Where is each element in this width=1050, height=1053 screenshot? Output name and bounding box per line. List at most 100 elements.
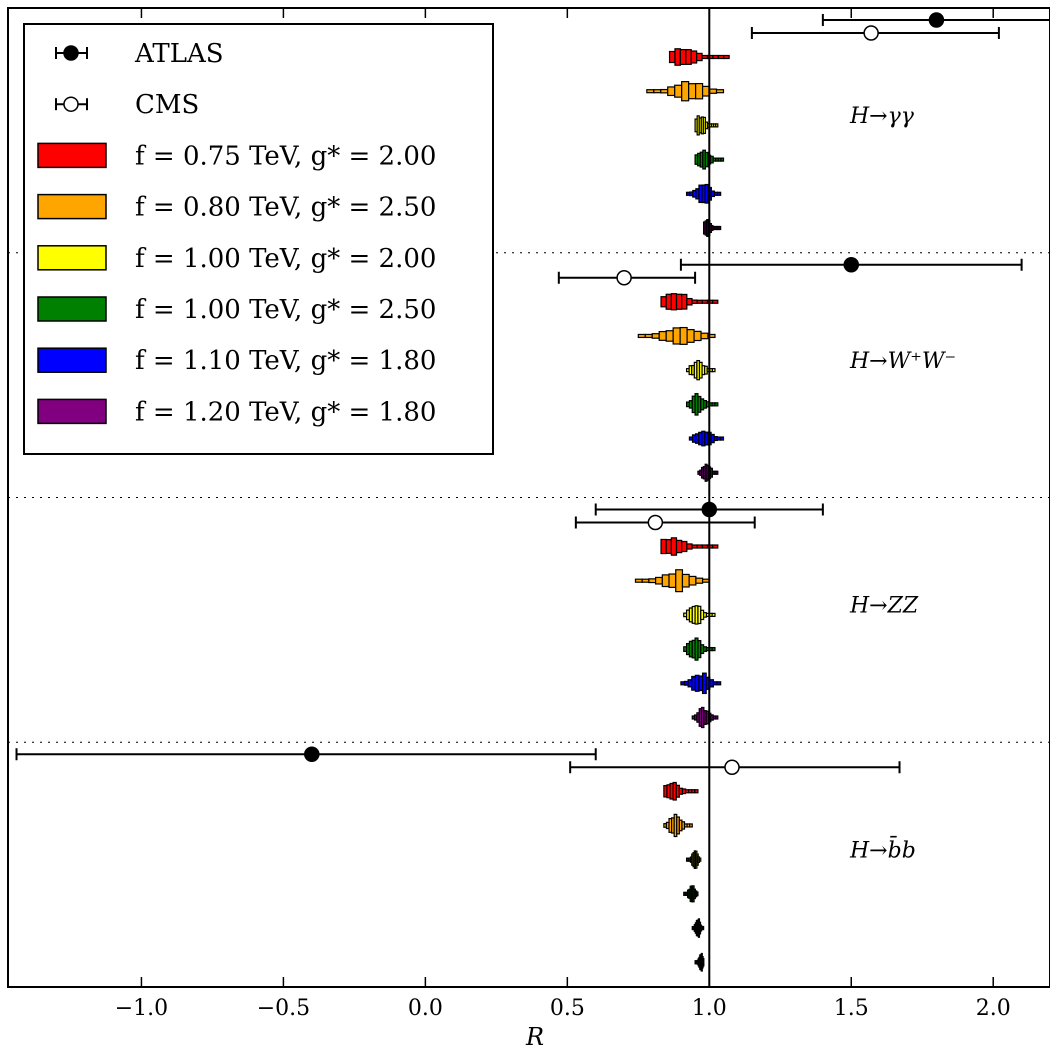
distribution-bin — [695, 577, 704, 584]
distribution-bin — [689, 823, 693, 828]
x-axis-label: R — [525, 1023, 544, 1051]
distribution-bin — [670, 293, 678, 311]
cms-point — [647, 514, 664, 531]
model-distributions — [634, 48, 730, 972]
distribution-bin — [707, 333, 716, 339]
distribution-bin — [686, 543, 693, 550]
distribution-bin — [675, 569, 684, 593]
legend-open-circle — [63, 96, 79, 112]
distribution-bin — [672, 327, 681, 345]
distribution-bin — [711, 646, 716, 652]
distribution-bin — [696, 299, 703, 304]
distribution-bin — [701, 299, 709, 304]
distribution-bin — [696, 52, 703, 62]
separator-lines — [8, 252, 1050, 743]
distribution-bin — [660, 296, 667, 308]
distribution-bin — [720, 157, 725, 162]
cms-errorbar — [569, 759, 901, 775]
distribution-bin — [665, 538, 672, 555]
channel-label: H→ZZ — [849, 594, 919, 619]
distribution-bin — [698, 857, 702, 862]
distribution-bin — [691, 544, 698, 549]
distribution-bin — [712, 299, 719, 304]
legend-swatch — [37, 398, 107, 425]
distribution-bin — [717, 54, 725, 60]
distribution-bin — [701, 578, 710, 583]
cms-point — [863, 25, 879, 41]
distribution-bin — [688, 83, 697, 100]
distribution-bin — [653, 89, 662, 94]
distribution-bin — [716, 191, 722, 196]
legend-label: f = 0.80 TeV, g* = 2.50 — [135, 193, 436, 223]
legend-swatch — [37, 347, 107, 373]
distribution-bin — [667, 86, 676, 97]
distribution-bin — [637, 333, 646, 339]
legend-swatch — [37, 245, 107, 271]
distribution-bin — [716, 681, 722, 686]
distribution-bin — [715, 89, 725, 94]
distribution-bin — [681, 293, 688, 310]
legend-filled-circle — [63, 45, 79, 61]
atlas-errorbar — [15, 746, 597, 762]
atlas-point — [843, 257, 860, 273]
legend-swatch — [37, 142, 107, 169]
distribution-bin — [718, 225, 722, 231]
legend-atlas-marker — [55, 45, 88, 61]
distribution-bin — [675, 293, 683, 310]
distribution-bin — [686, 329, 695, 343]
distribution-bin — [691, 299, 698, 305]
legend-label: f = 1.00 TeV, g* = 2.00 — [135, 244, 436, 274]
plot-frame — [7, 7, 1050, 988]
distribution-bin — [708, 88, 718, 94]
distribution-bin — [712, 54, 719, 60]
distribution-bin — [651, 333, 660, 339]
distribution-bin — [688, 575, 697, 586]
cms-point — [616, 270, 632, 286]
distribution-bin — [715, 123, 719, 128]
atlas-point — [304, 746, 320, 762]
distribution-bin — [646, 89, 655, 94]
distribution-bin — [681, 573, 690, 588]
legend-label: CMS — [135, 90, 199, 120]
distribution-bin — [675, 539, 683, 554]
cms-point — [724, 759, 740, 775]
atlas-errorbar — [679, 257, 1023, 273]
distribution-bin — [712, 544, 719, 549]
channel-label: H→γγ — [849, 104, 915, 129]
distribution-bin — [634, 578, 643, 583]
distribution-bin — [674, 48, 681, 66]
distribution-bin — [714, 402, 719, 407]
distribution-bin — [714, 715, 719, 720]
distribution-bin — [665, 330, 674, 342]
atlas-point — [701, 501, 718, 518]
legend-label: f = 1.00 TeV, g* = 2.50 — [135, 295, 436, 325]
distribution-bin — [686, 297, 693, 306]
experimental-measurements — [15, 12, 1050, 775]
x-tick-label: 1.5 — [834, 996, 869, 1021]
distribution-bin — [670, 537, 678, 556]
x-tick-label: 0.0 — [408, 996, 443, 1021]
distribution-bin — [701, 54, 709, 60]
distribution-bin — [695, 82, 704, 100]
distribution-bin — [711, 612, 716, 618]
distribution-bin — [655, 576, 663, 585]
legend-cms-marker — [55, 96, 88, 112]
cms-errorbar — [557, 270, 697, 286]
distribution-bin — [681, 540, 688, 553]
distribution-bin — [665, 293, 672, 310]
distribution-bin — [679, 48, 687, 66]
legend-swatch — [37, 296, 107, 322]
x-tick-label: −0.5 — [257, 996, 310, 1021]
legend-label: ATLAS — [134, 39, 224, 69]
legend-box — [23, 23, 494, 455]
distribution-bin — [690, 50, 698, 64]
distribution-bin — [660, 538, 667, 555]
x-axis: −1.0 −0.5 0.0 0.5 1.0 1.5 2.0 — [115, 8, 1011, 1021]
distribution-bin — [701, 544, 709, 549]
distribution-bin — [674, 84, 683, 98]
legend-label: f = 0.75 TeV, g* = 2.00 — [135, 141, 436, 171]
distribution-bin — [641, 578, 650, 583]
distribution-bin — [696, 544, 703, 549]
cms-errorbar — [750, 25, 1000, 41]
